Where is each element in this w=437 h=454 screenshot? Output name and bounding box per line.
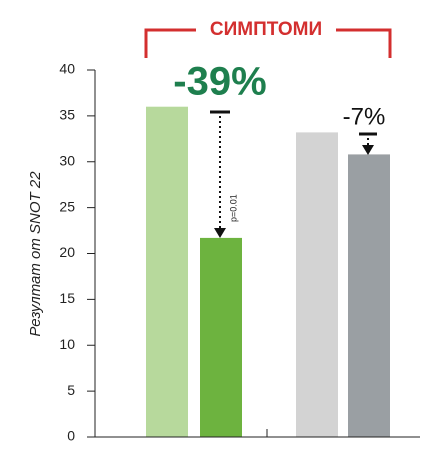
arrow bbox=[214, 228, 226, 238]
y-tick-label: 25 bbox=[59, 198, 75, 214]
y-tick-label: 20 bbox=[59, 244, 75, 260]
annotation: -7% bbox=[343, 103, 386, 130]
y-tick-label: 5 bbox=[67, 382, 75, 398]
y-axis-label: Резултат от SNOT 22 bbox=[27, 171, 44, 337]
y-tick-label: 15 bbox=[59, 290, 75, 306]
arrow bbox=[362, 145, 374, 155]
annotation: -39% bbox=[173, 60, 266, 104]
y-tick-label: 40 bbox=[59, 61, 75, 77]
y-tick-label: 35 bbox=[59, 107, 75, 123]
bar bbox=[348, 154, 390, 437]
bar bbox=[200, 237, 242, 437]
bar bbox=[146, 106, 188, 437]
annotation: p=0.01 bbox=[228, 194, 238, 222]
bar bbox=[296, 132, 338, 437]
y-tick-label: 10 bbox=[59, 336, 75, 352]
header-bracket bbox=[144, 28, 392, 58]
y-tick-label: 30 bbox=[59, 152, 75, 168]
y-tick-label: 0 bbox=[67, 428, 75, 444]
header: СИМПТОМИ bbox=[210, 19, 322, 40]
